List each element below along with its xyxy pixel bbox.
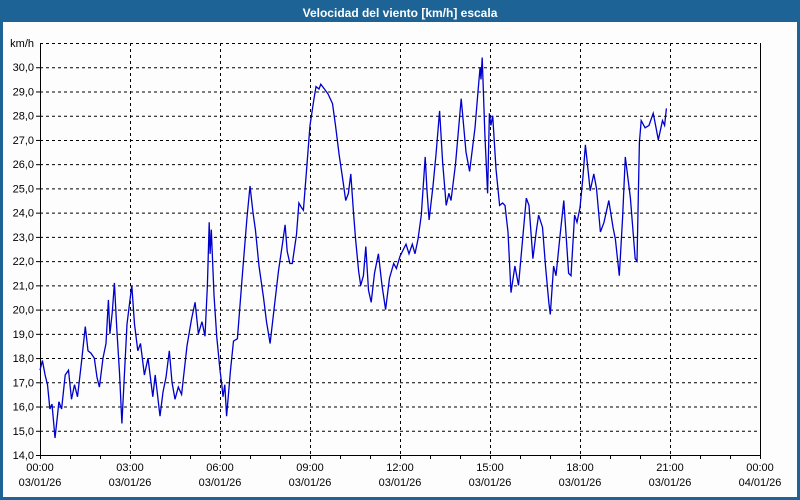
x-tick-date-label: 03/01/26 [469, 477, 512, 489]
x-tick-date-label: 03/01/26 [109, 477, 152, 489]
y-tick-label: 30,0 [13, 62, 34, 74]
y-tick-label: 25,0 [13, 183, 34, 195]
chart-panel: 30,0 29,0 28,0 27,0 26,0 25,0 24,0 23,0 22,0 21,0… [3, 22, 797, 497]
x-tick-time-label: 21:00 [656, 462, 684, 474]
y-tick-label: 23,0 [13, 232, 34, 244]
y-tick-label: 19,0 [13, 329, 34, 341]
wind-speed-series-line [39, 57, 668, 439]
x-tick-time-label: 09:00 [296, 462, 324, 474]
x-tick-date-label: 03/01/26 [199, 477, 242, 489]
x-tick-date-label: 03/01/26 [19, 477, 62, 489]
x-tick-date-label: 03/01/26 [649, 477, 692, 489]
x-tick-time-label: 12:00 [386, 462, 414, 474]
y-tick-label: 18,0 [13, 353, 34, 365]
x-tick-date-label: 03/01/26 [559, 477, 602, 489]
y-axis-unit-label: km/h [10, 38, 34, 50]
x-tick-date-label: 03/01/26 [289, 477, 332, 489]
title-bar: Velocidad del viento [km/h] escala [3, 3, 797, 22]
y-tick-label: 27,0 [13, 135, 34, 147]
chart-svg: 30,0 29,0 28,0 27,0 26,0 25,0 24,0 23,0 22,0 21,0… [10, 38, 782, 489]
x-tick-time-label: 03:00 [116, 462, 144, 474]
y-tick-label: 22,0 [13, 256, 34, 268]
y-tick-label: 28,0 [13, 111, 34, 123]
y-tick-label: 24,0 [13, 208, 34, 220]
x-tick-time-label: 18:00 [566, 462, 594, 474]
y-tick-label: 21,0 [13, 280, 34, 292]
x-tick-date-label: 04/01/26 [739, 477, 782, 489]
x-tick-time-label: 06:00 [206, 462, 234, 474]
y-tick-label: 17,0 [13, 377, 34, 389]
x-tick-date-label: 03/01/26 [379, 477, 422, 489]
y-tick-label: 20,0 [13, 305, 34, 317]
y-tick-label: 14,0 [13, 450, 34, 462]
y-tick-label: 29,0 [13, 86, 34, 98]
y-tick-label: 15,0 [13, 426, 34, 438]
x-tick-time-label: 00:00 [746, 462, 774, 474]
x-tick-time-label: 00:00 [26, 462, 54, 474]
x-tick-time-label: 15:00 [476, 462, 504, 474]
chart-title: Velocidad del viento [km/h] escala [302, 5, 498, 20]
y-tick-label: 26,0 [13, 159, 34, 171]
y-tick-label: 16,0 [13, 402, 34, 414]
